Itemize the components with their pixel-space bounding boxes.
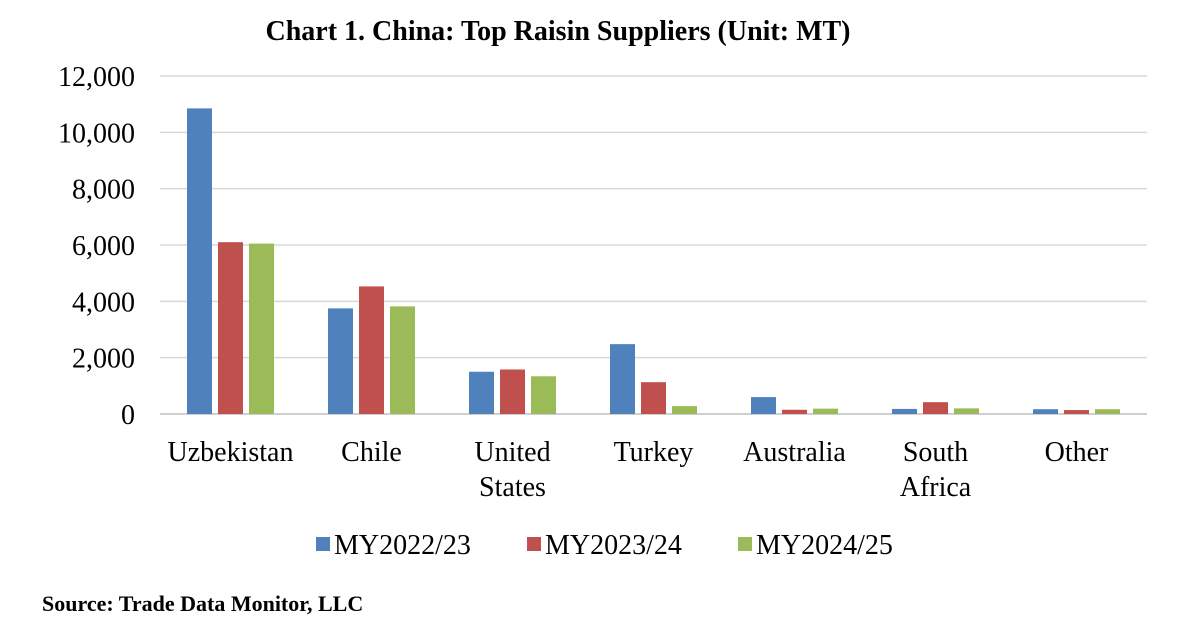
legend-label: MY2023/24	[545, 530, 682, 561]
x-category-label: States	[479, 472, 546, 503]
bar-my2023-24	[641, 382, 666, 414]
y-tick-label: 12,000	[58, 62, 135, 93]
bar-my2024-25	[813, 408, 838, 414]
bar-my2024-25	[1095, 409, 1120, 414]
bar-my2022-23	[187, 108, 212, 415]
legend-swatch	[316, 537, 330, 551]
x-axis-categories: Uzbekistan Chile United States Turkey Austral…	[168, 437, 1110, 503]
bar-my2022-23	[328, 308, 353, 414]
bar-my2023-24	[500, 369, 525, 414]
bars	[187, 108, 1120, 415]
bar-my2022-23	[892, 408, 917, 414]
x-category-label: Africa	[900, 472, 972, 503]
x-category-label: Chile	[341, 437, 402, 468]
x-category-label: Turkey	[614, 437, 694, 468]
x-category-label: Other	[1045, 437, 1109, 468]
bar-my2024-25	[249, 243, 274, 414]
y-tick-label: 10,000	[58, 118, 135, 149]
y-tick-label: 2,000	[72, 344, 135, 375]
bar-my2024-25	[531, 376, 556, 414]
y-tick-label: 4,000	[72, 287, 135, 318]
x-category-label: South	[903, 437, 968, 468]
legend-swatch	[527, 537, 541, 551]
bar-my2022-23	[469, 371, 494, 414]
legend-swatch	[738, 537, 752, 551]
x-category-label: Australia	[743, 437, 846, 468]
gridlines	[160, 75, 1147, 359]
bar-my2022-23	[751, 397, 776, 414]
bar-my2023-24	[359, 286, 384, 414]
y-axis-ticks: 0 2,000 4,000 6,000 8,000 10,000 12,000	[58, 62, 135, 431]
x-category-label: Uzbekistan	[168, 437, 294, 468]
bar-my2023-24	[923, 402, 948, 414]
bar-my2024-25	[390, 306, 415, 414]
legend-label: MY2022/23	[334, 530, 471, 561]
y-tick-label: 0	[121, 400, 135, 431]
y-tick-label: 8,000	[72, 175, 135, 206]
bar-my2024-25	[672, 406, 697, 414]
bar-my2024-25	[954, 408, 979, 414]
y-tick-label: 6,000	[72, 231, 135, 262]
bar-my2023-24	[218, 242, 243, 414]
bar-my2023-24	[782, 409, 807, 414]
source-note: Source: Trade Data Monitor, LLC	[42, 591, 363, 616]
x-category-label: United	[474, 437, 550, 468]
legend: MY2022/23 MY2023/24 MY2024/25	[316, 530, 893, 561]
legend-label: MY2024/25	[756, 530, 893, 561]
bar-my2022-23	[610, 344, 635, 414]
chart-title: Chart 1. China: Top Raisin Suppliers (Un…	[265, 16, 850, 47]
bar-my2023-24	[1064, 410, 1089, 414]
bar-my2022-23	[1033, 409, 1058, 414]
